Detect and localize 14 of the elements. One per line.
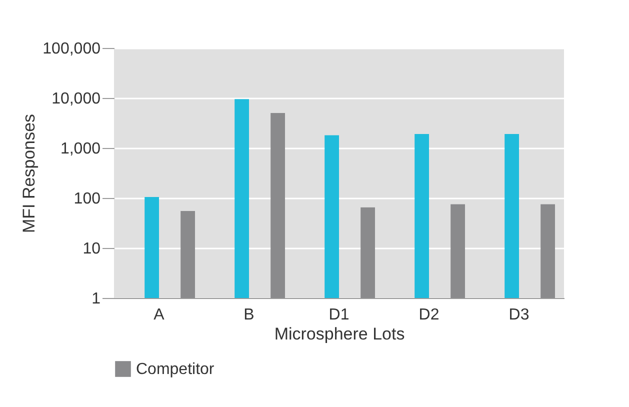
x-tick-label: D1 bbox=[328, 306, 350, 324]
y-tick-label: 1 bbox=[92, 290, 101, 308]
x-tick-label: D2 bbox=[418, 306, 440, 324]
x-tick-label: D3 bbox=[508, 306, 530, 324]
y-tick-label: 1,000 bbox=[60, 140, 101, 158]
x-axis-title: Microsphere Lots bbox=[274, 324, 405, 344]
y-tick-label: 10 bbox=[82, 240, 101, 258]
y-axis-title: MFI Responses bbox=[20, 114, 39, 234]
y-tick-label: 100 bbox=[74, 190, 101, 208]
y-tick-label: 100,000 bbox=[42, 40, 101, 58]
x-tick-label: A bbox=[154, 306, 165, 324]
y-tick-label: 10,000 bbox=[52, 90, 101, 108]
x-tick-label: B bbox=[244, 306, 254, 324]
legend-label: Competitor bbox=[136, 361, 215, 378]
